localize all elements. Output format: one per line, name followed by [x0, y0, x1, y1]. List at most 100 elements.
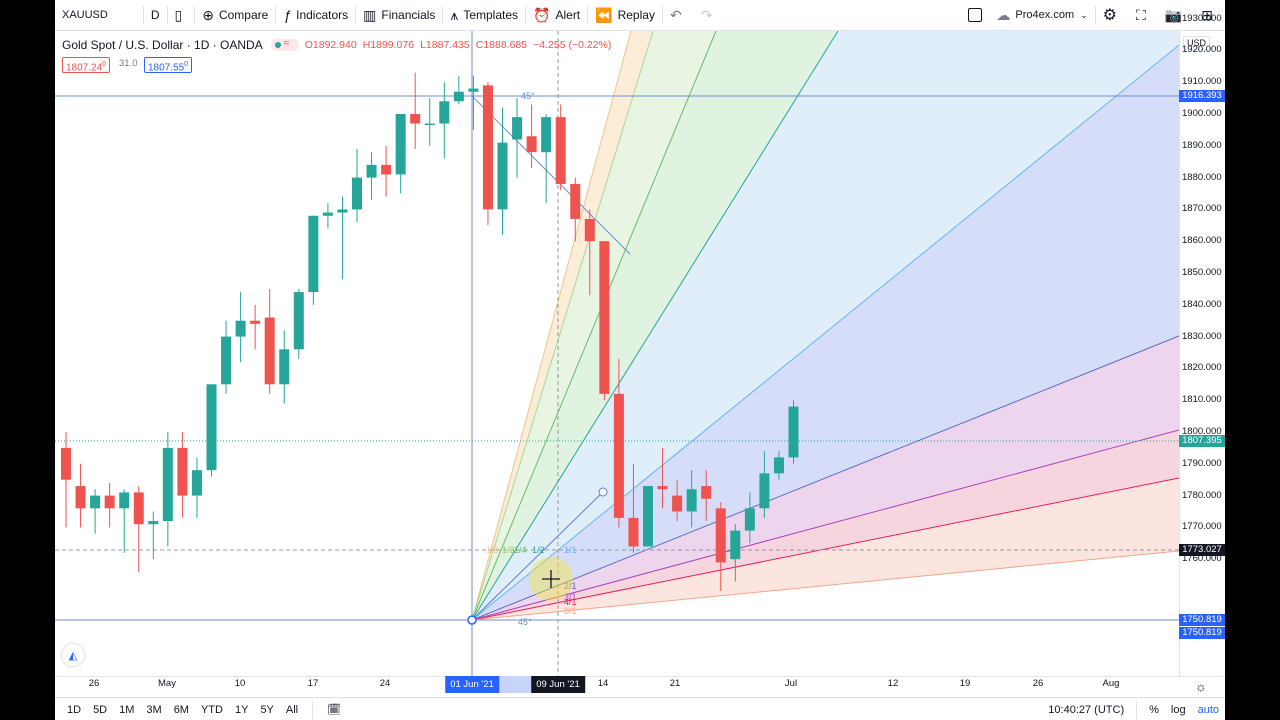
interval-button[interactable]: D [144, 0, 167, 30]
indicators-button[interactable]: ƒ Indicators [276, 0, 355, 30]
fan-label-45-top: 45° [521, 91, 535, 101]
price-tick-label: 1800.000 [1182, 426, 1222, 437]
candle-body [104, 495, 115, 509]
candle-body [439, 101, 450, 124]
range-1d[interactable]: 1D [67, 703, 82, 716]
fullscreen-icon: ⛶ [1136, 6, 1146, 23]
templates-label: Templates [463, 8, 519, 22]
candle-body [61, 447, 71, 480]
candle-body [148, 521, 159, 525]
time-tick-label: 21 [669, 678, 681, 689]
candle-body [424, 123, 435, 126]
gann-fan[interactable] [471, 31, 1179, 621]
candle-body [395, 114, 406, 175]
snapshot-button[interactable]: 📷 [1158, 0, 1194, 30]
widgets-button[interactable]: ⊞ [1194, 0, 1225, 30]
candle-body [293, 292, 304, 350]
candle-body [744, 508, 755, 531]
currency-label[interactable]: USD [1183, 36, 1211, 50]
alert-label: Alert [555, 8, 581, 22]
candle-body [250, 320, 261, 324]
grid-icon: ⊞ [1201, 6, 1213, 23]
fan-label-1-8: 1/8 [486, 545, 499, 555]
financials-button[interactable]: ▥ Financials [356, 0, 442, 30]
undo-icon: ↶ [669, 6, 682, 23]
undo-button[interactable]: ↶ [663, 0, 694, 30]
range-all[interactable]: All [285, 703, 299, 716]
settings-button[interactable]: ⚙ [1096, 0, 1129, 30]
price-tick-label: 1790.000 [1182, 457, 1222, 469]
chart-settings-icon[interactable]: ☼ [1195, 679, 1207, 694]
fan-label-1-4: 1/4 [514, 545, 527, 555]
range-1m[interactable]: 1M [119, 703, 135, 716]
price-tick-label: 1920.000 [1182, 44, 1222, 56]
plus-circle-icon: ⊕ [202, 6, 214, 23]
range-3m[interactable]: 3M [146, 703, 162, 716]
compare-button[interactable]: ⊕ Compare [195, 0, 275, 30]
broker-button[interactable]: ☁ Pro4ex.com ⌄ [989, 0, 1094, 30]
candles-layer [61, 72, 799, 591]
candle-body [468, 88, 479, 92]
time-tick-label: 26 [1032, 678, 1044, 689]
price-chart[interactable]: 1/1 1/2 1/3 1/4 1/8 2/1 3/1 4/1 8/1 45° … [55, 31, 1179, 676]
log-toggle[interactable]: log [1170, 703, 1186, 716]
replay-button[interactable]: ⏪ Replay [588, 0, 662, 30]
candle-body [541, 117, 552, 153]
candle-body [555, 117, 566, 184]
clock[interactable]: 10:40:27 (UTC) [1048, 703, 1125, 716]
candle-body [613, 393, 624, 518]
candle-body [628, 517, 639, 547]
alert-button[interactable]: ⏰ Alert [526, 0, 587, 30]
candle-body [773, 457, 784, 474]
templates-button[interactable]: ⩚ Templates [443, 0, 525, 30]
time-tag-cursor: 09 Jun '21 [531, 676, 585, 693]
price-tick-label: 1830.000 [1182, 330, 1222, 342]
fan-line-1-4 [471, 477, 1179, 621]
candle-body [90, 495, 101, 509]
fan-label-2-1: 2/1 [564, 581, 577, 591]
range-5d[interactable]: 5D [93, 703, 108, 716]
price-axis[interactable] [1179, 31, 1225, 676]
fullscreen-button[interactable]: ⛶ [1129, 0, 1158, 30]
candle-body [322, 212, 333, 216]
fan-handle-point[interactable] [598, 487, 608, 497]
replay-label: Replay [617, 8, 655, 22]
tradingview-logo-icon[interactable]: ◭ [62, 644, 84, 666]
chart-type-button[interactable]: ▯ [168, 0, 195, 30]
buy-price: 1807.55 [148, 62, 185, 74]
range-6m[interactable]: 6M [173, 703, 189, 716]
candle-body [133, 492, 144, 525]
fan-label-8-1: 8/1 [564, 606, 577, 616]
candle-body [730, 530, 741, 560]
bottom-bar: 1D 5D 1M 3M 6M YTD 1Y 5Y All 🗓 10:40:27 … [55, 697, 1225, 720]
auto-toggle[interactable]: auto [1197, 703, 1219, 716]
fan-line-1-1 [471, 44, 1179, 621]
redo-button[interactable]: ↷ [694, 0, 725, 30]
time-tick-label: May [158, 678, 176, 689]
range-5y[interactable]: 5Y [260, 703, 274, 716]
fan-label-1-1: 1/1 [564, 545, 577, 555]
top-diagonal [471, 95, 631, 255]
price-tick-label: 1850.000 [1182, 267, 1222, 278]
fan-origin-point[interactable] [467, 615, 477, 625]
time-axis[interactable] [55, 676, 1225, 698]
legend-title[interactable]: Gold Spot / U.S. Dollar · 1D · OANDA [62, 38, 263, 52]
indicators-label: Indicators [296, 8, 349, 22]
chart-legend: Gold Spot / U.S. Dollar · 1D · OANDA ≈ O… [62, 38, 611, 52]
time-tick-label: Aug [1102, 678, 1120, 689]
buy-button[interactable]: 1807.550 [144, 57, 193, 74]
candle-body [715, 508, 726, 563]
fan-zone-cyan [472, 31, 1179, 620]
range-ytd[interactable]: YTD [200, 703, 223, 716]
price-tag: 1750.819 [1179, 614, 1225, 626]
range-1y[interactable]: 1Y [234, 703, 249, 716]
symbol-search-button[interactable]: XAUUSD [55, 0, 115, 30]
percent-toggle[interactable]: % [1149, 703, 1159, 716]
financials-label: Financials [381, 8, 436, 22]
divider [525, 6, 527, 24]
sell-button[interactable]: 1807.240 [62, 57, 111, 73]
candle-body [221, 336, 232, 385]
layout-button[interactable] [961, 0, 989, 30]
date-range-icon[interactable]: 🗓 [327, 704, 342, 716]
fan-line-1-3 [471, 429, 1179, 621]
